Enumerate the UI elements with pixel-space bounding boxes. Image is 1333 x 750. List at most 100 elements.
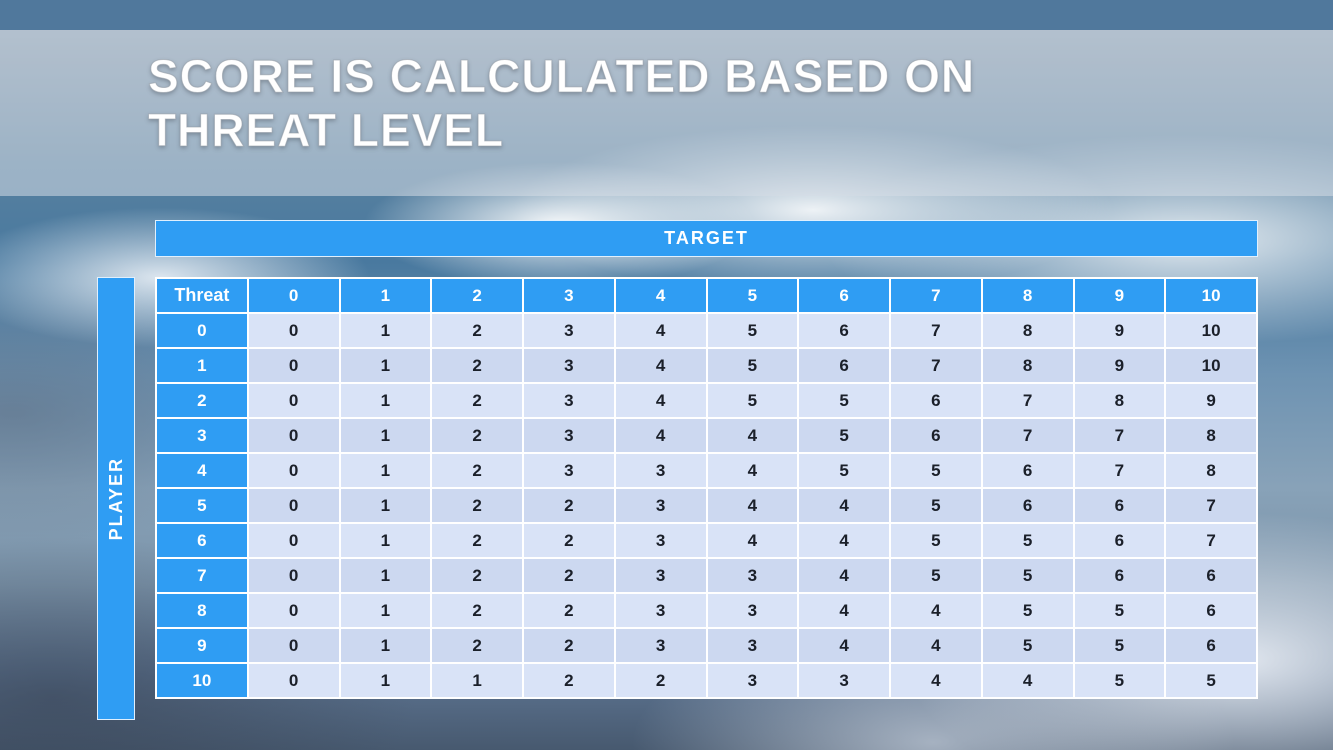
score-cell: 0 — [246, 312, 341, 349]
row-header-threat-0: 0 — [155, 312, 249, 349]
score-cell: 8 — [980, 347, 1075, 384]
score-cell: 5 — [1164, 662, 1258, 699]
col-header-target-5: 5 — [705, 277, 800, 314]
score-cell: 5 — [889, 522, 983, 559]
score-cell: 5 — [705, 347, 800, 384]
score-cell: 5 — [889, 557, 983, 594]
score-cell: 3 — [522, 417, 616, 454]
score-cell: 3 — [705, 557, 800, 594]
row-header-threat-4: 4 — [155, 452, 249, 489]
score-cell: 1 — [338, 312, 433, 349]
score-cell: 0 — [246, 417, 341, 454]
score-cell: 2 — [522, 557, 616, 594]
score-cell: 7 — [1072, 417, 1167, 454]
score-cell: 5 — [797, 382, 891, 419]
score-cell: 3 — [613, 452, 708, 489]
score-cell: 6 — [1072, 522, 1167, 559]
score-cell: 5 — [889, 452, 983, 489]
top-accent-bar — [0, 0, 1333, 30]
score-cell: 6 — [980, 452, 1075, 489]
score-cell: 2 — [430, 592, 524, 629]
score-cell: 4 — [797, 487, 891, 524]
score-cell: 2 — [522, 522, 616, 559]
score-cell: 6 — [980, 487, 1075, 524]
score-cell: 2 — [430, 382, 524, 419]
player-axis-header: PLAYER — [97, 277, 135, 720]
score-cell: 9 — [1072, 312, 1167, 349]
score-cell: 4 — [797, 627, 891, 664]
score-cell: 1 — [338, 522, 433, 559]
score-cell: 0 — [246, 557, 341, 594]
score-cell: 3 — [613, 592, 708, 629]
score-cell: 1 — [338, 592, 433, 629]
score-cell: 4 — [705, 452, 800, 489]
score-cell: 1 — [338, 347, 433, 384]
score-cell: 7 — [1164, 487, 1258, 524]
score-cell: 4 — [613, 382, 708, 419]
score-cell: 4 — [797, 522, 891, 559]
score-cell: 5 — [1072, 592, 1167, 629]
player-axis-label: PLAYER — [105, 456, 126, 541]
score-cell: 5 — [797, 417, 891, 454]
score-cell: 3 — [613, 522, 708, 559]
score-cell: 3 — [705, 662, 800, 699]
col-header-target-2: 2 — [430, 277, 524, 314]
score-cell: 9 — [1164, 382, 1258, 419]
score-cell: 4 — [613, 417, 708, 454]
score-cell: 3 — [522, 452, 616, 489]
score-cell: 5 — [889, 487, 983, 524]
col-header-target-4: 4 — [613, 277, 708, 314]
col-header-target-8: 8 — [980, 277, 1075, 314]
score-cell: 0 — [246, 627, 341, 664]
score-cell: 6 — [1072, 487, 1167, 524]
score-cell: 2 — [430, 487, 524, 524]
score-table-body: 0 0 1 2 3 4 5 6 7 8 9 10 1 0 1 2 3 4 5 6 7 8 9 10 2 0 1 2 3 4 5 5 6 7 8 9 3 0… — [155, 312, 1258, 699]
score-cell: 8 — [1072, 382, 1167, 419]
score-cell: 7 — [980, 382, 1075, 419]
col-header-target-9: 9 — [1072, 277, 1167, 314]
col-header-target-7: 7 — [889, 277, 983, 314]
score-cell: 2 — [522, 487, 616, 524]
score-cell: 3 — [613, 627, 708, 664]
score-cell: 0 — [246, 452, 341, 489]
score-cell: 2 — [430, 627, 524, 664]
score-cell: 6 — [1164, 557, 1258, 594]
title-band: SCORE IS CALCULATED BASED ON THREAT LEVE… — [0, 30, 1333, 196]
slide-title-line1: SCORE IS CALCULATED BASED ON — [147, 50, 976, 103]
score-cell: 6 — [889, 382, 983, 419]
row-header-threat-2: 2 — [155, 382, 249, 419]
score-cell: 9 — [1072, 347, 1167, 384]
score-cell: 2 — [430, 312, 524, 349]
row-header-threat-8: 8 — [155, 592, 249, 629]
score-cell: 0 — [246, 347, 341, 384]
row-header-threat-3: 3 — [155, 417, 249, 454]
score-cell: 3 — [613, 487, 708, 524]
score-cell: 2 — [522, 592, 616, 629]
score-cell: 0 — [246, 662, 341, 699]
score-cell: 4 — [613, 347, 708, 384]
score-cell: 3 — [522, 382, 616, 419]
header-row: Threat 0 1 2 3 4 5 6 7 8 9 10 — [155, 277, 1258, 314]
target-axis-header: TARGET — [155, 220, 1258, 257]
score-cell: 2 — [430, 347, 524, 384]
table-row: 1 0 1 2 3 4 5 6 7 8 9 10 — [155, 347, 1258, 384]
score-cell: 0 — [246, 487, 341, 524]
score-cell: 6 — [797, 312, 891, 349]
corner-header-threat: Threat — [155, 277, 249, 314]
row-header-threat-1: 1 — [155, 347, 249, 384]
row-header-threat-9: 9 — [155, 627, 249, 664]
score-cell: 4 — [797, 592, 891, 629]
score-cell: 1 — [338, 487, 433, 524]
col-header-target-0: 0 — [246, 277, 341, 314]
score-cell: 6 — [797, 347, 891, 384]
slide-title-line2: THREAT LEVEL — [147, 103, 505, 156]
score-cell: 1 — [338, 382, 433, 419]
score-cell: 5 — [980, 522, 1075, 559]
col-header-target-10: 10 — [1164, 277, 1258, 314]
score-cell: 4 — [613, 312, 708, 349]
